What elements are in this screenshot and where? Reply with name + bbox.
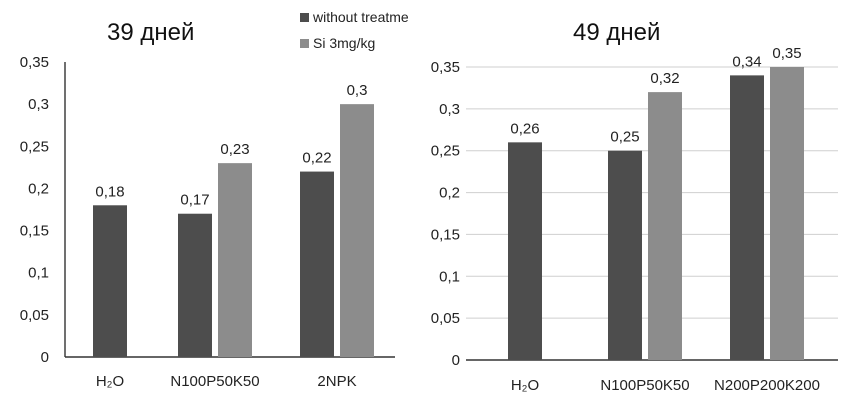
x-category-label: N100P50K50 xyxy=(600,377,689,394)
data-label: 0,18 xyxy=(95,183,124,200)
y-tick-label: 0,05 xyxy=(20,307,49,324)
data-label: 0,32 xyxy=(650,70,679,87)
data-label: 0,22 xyxy=(302,150,331,167)
y-tick-label: 0,1 xyxy=(439,268,460,285)
y-tick-label: 0,2 xyxy=(28,180,49,197)
y-tick-label: 0,15 xyxy=(20,223,49,240)
y-tick-label: 0 xyxy=(41,349,49,366)
legend-swatch xyxy=(300,39,309,48)
bar xyxy=(178,213,212,357)
x-category-label: H₂O xyxy=(96,373,124,390)
y-tick-label: 0,05 xyxy=(431,310,460,327)
bar xyxy=(508,142,542,360)
x-category-label: N200P200K200 xyxy=(714,377,820,394)
y-tick-label: 0,25 xyxy=(431,143,460,160)
x-category-label: 2NPK xyxy=(317,373,356,390)
chart-title: 49 дней xyxy=(573,19,660,46)
y-tick-label: 0,35 xyxy=(431,59,460,76)
data-label: 0,23 xyxy=(220,141,249,158)
bar xyxy=(300,171,334,357)
data-label: 0,25 xyxy=(610,129,639,146)
legend-swatch xyxy=(300,13,309,22)
y-tick-label: 0 xyxy=(452,352,460,369)
legend-label: without treatme xyxy=(312,9,409,25)
x-category-label: H₂O xyxy=(511,377,539,394)
y-tick-label: 0,3 xyxy=(28,96,49,113)
data-label: 0,17 xyxy=(180,192,209,209)
data-label: 0,35 xyxy=(772,45,801,62)
y-tick-label: 0,15 xyxy=(431,226,460,243)
y-tick-label: 0,3 xyxy=(439,101,460,118)
data-label: 0,34 xyxy=(732,53,761,70)
bar xyxy=(218,163,252,357)
x-category-label: N100P50K50 xyxy=(170,373,259,390)
y-tick-label: 0,2 xyxy=(439,185,460,202)
y-tick-label: 0,1 xyxy=(28,265,49,282)
y-tick-label: 0,35 xyxy=(20,54,49,71)
bar xyxy=(93,205,127,357)
legend-label: Si 3mg/kg xyxy=(313,35,375,51)
bar xyxy=(340,104,374,358)
y-tick-label: 0,25 xyxy=(20,138,49,155)
bar xyxy=(648,92,682,360)
bar xyxy=(608,150,642,360)
data-label: 0,3 xyxy=(347,82,368,99)
chart-title: 39 дней xyxy=(107,19,194,46)
data-label: 0,26 xyxy=(510,120,539,137)
bar xyxy=(770,67,804,360)
bar xyxy=(730,75,764,360)
